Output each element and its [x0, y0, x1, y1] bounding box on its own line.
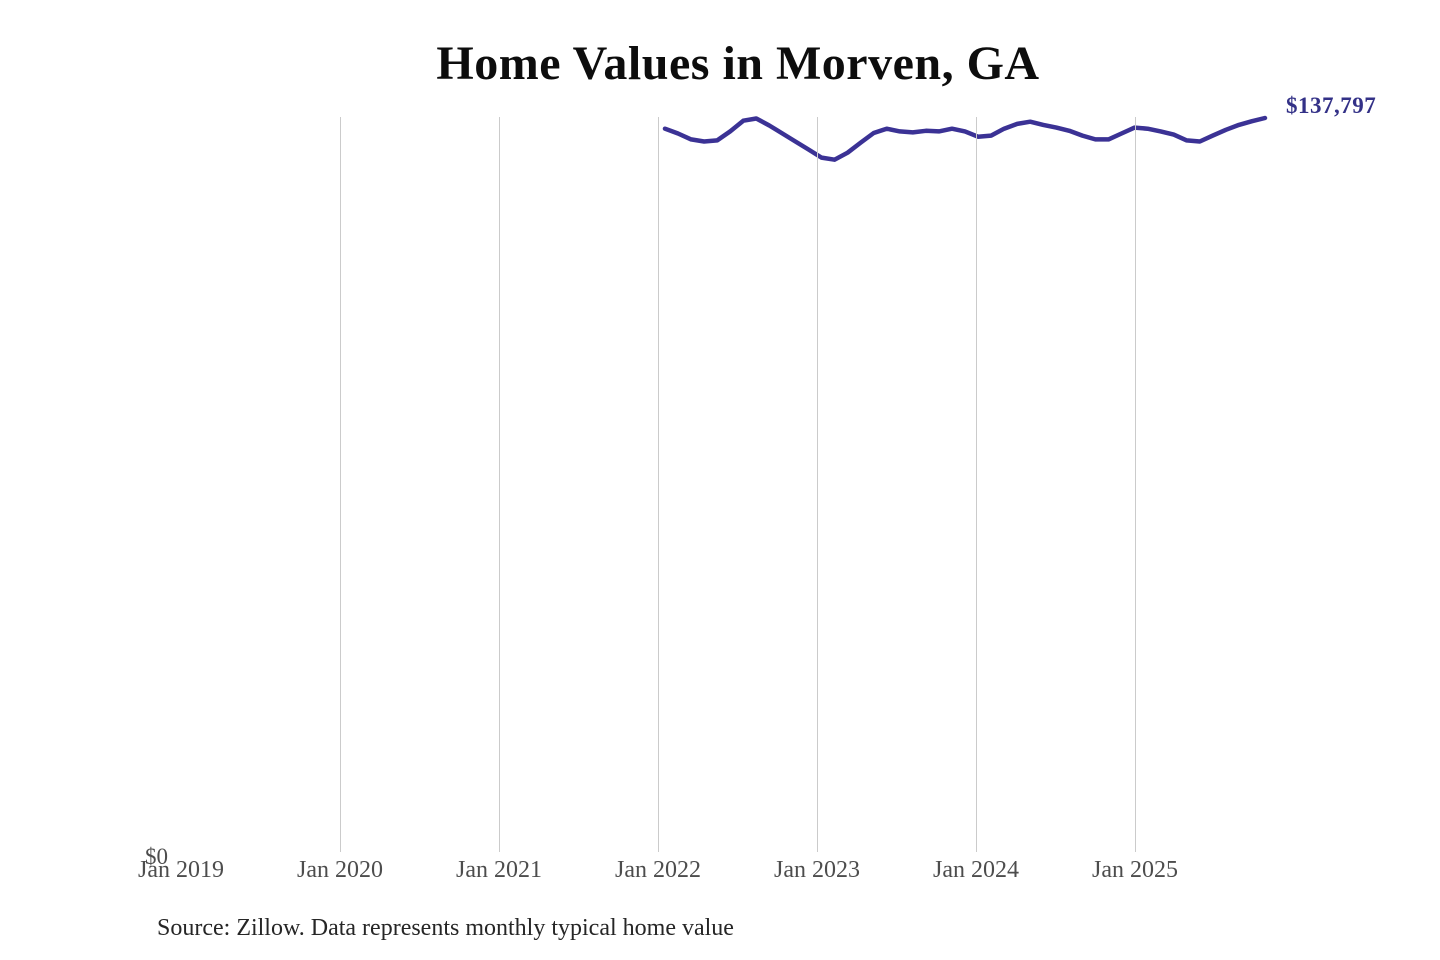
latest-value-label: $137,797	[1286, 93, 1377, 118]
gridline-jan-2023	[817, 117, 818, 852]
x-tick-label-jan-2020: Jan 2020	[297, 857, 383, 883]
gridline-jan-2025	[1135, 117, 1136, 852]
x-tick-label-jan-2023: Jan 2023	[774, 857, 860, 883]
x-tick-label-jan-2019: Jan 2019	[138, 857, 224, 883]
home-value-line	[662, 115, 1268, 162]
y-axis-zero-label: $0	[145, 844, 168, 869]
x-tick-label-jan-2021: Jan 2021	[456, 857, 542, 883]
gridline-jan-2022	[658, 117, 659, 852]
x-tick-label-jan-2025: Jan 2025	[1092, 857, 1178, 883]
chart-title: Home Values in Morven, GA	[436, 37, 1040, 90]
source-note: Source: Zillow. Data represents monthly …	[157, 915, 734, 941]
x-tick-label-jan-2022: Jan 2022	[615, 857, 701, 883]
x-tick-label-jan-2024: Jan 2024	[933, 857, 1019, 883]
gridline-jan-2021	[499, 117, 500, 852]
gridline-jan-2020	[340, 117, 341, 852]
gridline-jan-2024	[976, 117, 977, 852]
